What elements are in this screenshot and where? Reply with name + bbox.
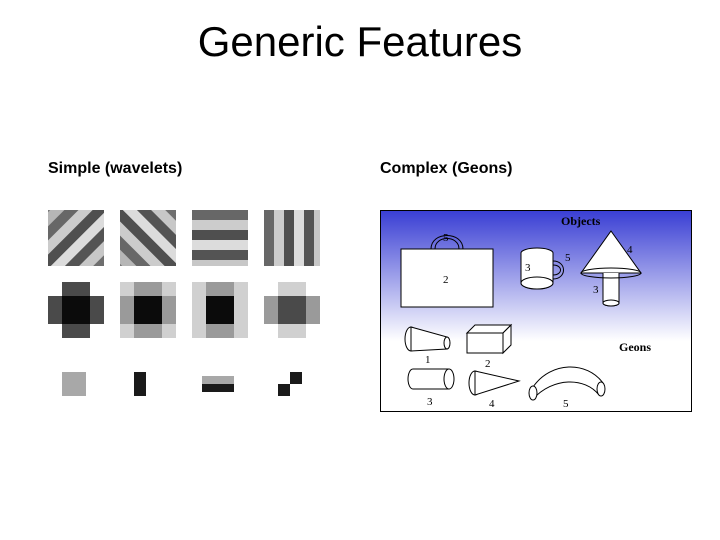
wavelet-pixel-tile <box>192 282 248 338</box>
wavelet-gabor-tile <box>264 210 320 266</box>
left-column: Simple (wavelets) <box>48 160 348 410</box>
geons-title: Geons <box>619 340 651 354</box>
wavelet-grid <box>48 210 348 410</box>
wavelet-gabor-tile <box>48 210 104 266</box>
label-geon-cone: 1 <box>425 354 431 366</box>
label-cup-handle: 5 <box>565 252 571 264</box>
right-column: Complex (Geons) Objects 5 2 3 5 <box>380 160 690 412</box>
wavelet-gabor-tile <box>120 210 176 266</box>
slide-title: Generic Features <box>0 18 720 66</box>
wavelet-pixel-tile <box>264 282 320 338</box>
geon-block <box>467 325 511 353</box>
object-briefcase <box>401 236 493 308</box>
label-geon-curved: 5 <box>563 398 569 410</box>
wavelet-haar-tile <box>264 354 320 410</box>
label-briefcase-handle: 5 <box>443 232 449 244</box>
object-lamp <box>581 231 641 306</box>
wavelet-haar-tile <box>120 354 176 410</box>
wavelet-pixel-tile <box>120 282 176 338</box>
geon-cone <box>405 327 450 351</box>
geon-wedge <box>469 371 519 395</box>
label-geon-block: 2 <box>485 358 491 370</box>
left-heading: Simple (wavelets) <box>48 160 348 178</box>
label-cup-body: 3 <box>525 262 531 274</box>
label-briefcase-body: 2 <box>443 274 449 286</box>
label-lamp-stem: 3 <box>593 284 599 296</box>
wavelet-pixel-tile <box>48 282 104 338</box>
right-heading: Complex (Geons) <box>380 160 690 178</box>
label-lamp-shade: 4 <box>627 244 633 256</box>
label-geon-wedge: 4 <box>489 398 495 410</box>
wavelet-haar-tile <box>192 354 248 410</box>
objects-title: Objects <box>561 214 601 228</box>
label-geon-cylinder: 3 <box>427 396 433 408</box>
geon-curved <box>529 367 605 400</box>
wavelet-haar-tile <box>48 354 104 410</box>
geon-cylinder <box>408 369 454 389</box>
wavelet-gabor-tile <box>192 210 248 266</box>
geons-panel: Objects 5 2 3 5 <box>380 210 692 412</box>
